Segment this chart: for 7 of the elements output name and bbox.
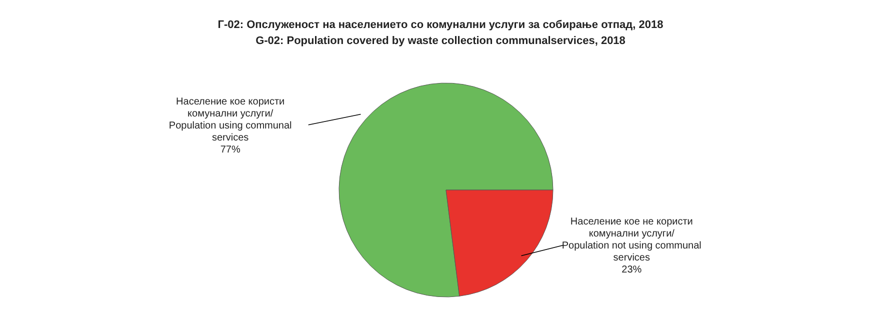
chart-subtitle: G-02: Population covered by waste collection communalservices, 2018 (256, 35, 626, 47)
pie-slice (338, 82, 554, 298)
data-label: 77% (220, 144, 240, 156)
chart-title: Г-02: Опслуженост на населението со комунални услуги за собирање отпад, 2018 (218, 19, 664, 31)
slice-label: Население кое не користи комунални услуги/ Population not using communal services (562, 216, 702, 264)
slice-label: Население кое користи комунални услуги/ Population using communal services (168, 96, 292, 144)
data-label: 23% (622, 264, 642, 276)
